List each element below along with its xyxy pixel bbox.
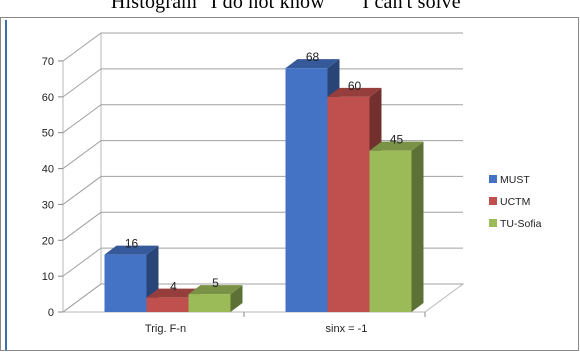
legend-swatch-tu-sofia xyxy=(489,219,497,227)
bar-tu-sofia-1 xyxy=(369,141,424,312)
bar-top xyxy=(327,87,382,97)
bar-front xyxy=(327,96,370,312)
legend-swatch-must xyxy=(489,175,497,183)
x-tick-label-0: Trig. F-n xyxy=(145,323,186,335)
data-label-uctm-0: 4 xyxy=(170,280,177,294)
y-tick-label-20: 20 xyxy=(42,235,54,247)
data-label-uctm-1: 60 xyxy=(348,79,362,93)
legend-label-tu-sofia: TU-Sofia xyxy=(500,218,542,230)
bar-top xyxy=(285,59,340,69)
chart-caption: Histogram "I do not know" "I can't solve… xyxy=(110,0,470,13)
gridline-50 xyxy=(62,104,463,134)
bar-top xyxy=(146,288,201,298)
bar-side xyxy=(230,285,243,312)
bars xyxy=(104,59,424,313)
y-tick-label-70: 70 xyxy=(42,56,54,68)
legend-label-uctm: UCTM xyxy=(500,196,530,208)
legend: MUST UCTM TU-Sofia xyxy=(489,174,542,230)
y-tick-label-40: 40 xyxy=(42,164,54,176)
bar-front xyxy=(104,254,147,312)
bar-top xyxy=(188,285,243,295)
bar-front xyxy=(285,68,328,313)
bar-front xyxy=(146,297,189,312)
bar-front xyxy=(188,294,231,312)
y-tick-label-60: 60 xyxy=(42,92,54,104)
x-axis: Trig. F-n sinx = -1 xyxy=(145,312,426,335)
data-label-must-1: 68 xyxy=(306,50,320,64)
gridline-60 xyxy=(62,68,463,98)
data-label-tu-sofia-1: 45 xyxy=(390,133,404,147)
bar-must-0 xyxy=(104,245,159,312)
gridline-70 xyxy=(62,32,463,62)
bar-top xyxy=(369,141,424,151)
legend-label-must: MUST xyxy=(500,174,530,186)
y-tick-label-0: 0 xyxy=(48,307,54,319)
data-label-tu-sofia-0: 5 xyxy=(212,276,219,290)
side-wall-edge xyxy=(62,33,102,313)
bar-side xyxy=(411,141,424,312)
frame-left-accent xyxy=(5,20,7,350)
bar-tu-sofia-0 xyxy=(188,285,243,312)
y-tick-label-50: 50 xyxy=(42,128,54,140)
bar-top xyxy=(104,245,159,255)
data-label-must-0: 16 xyxy=(125,237,139,251)
bar-front xyxy=(369,150,412,312)
x-tick-label-1: sinx = -1 xyxy=(326,323,368,335)
y-axis: 0 10 20 30 40 50 60 70 xyxy=(42,56,63,319)
y-tick-label-30: 30 xyxy=(42,199,54,211)
legend-swatch-uctm xyxy=(489,197,497,205)
y-tick-label-10: 10 xyxy=(42,271,54,283)
